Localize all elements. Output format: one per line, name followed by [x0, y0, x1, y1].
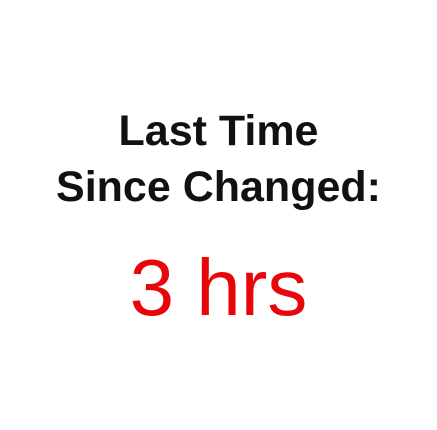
heading-line-2: Since Changed:	[56, 163, 381, 211]
heading-line-1: Last Time	[118, 107, 319, 155]
elapsed-time-value: 3 hrs	[129, 243, 308, 332]
